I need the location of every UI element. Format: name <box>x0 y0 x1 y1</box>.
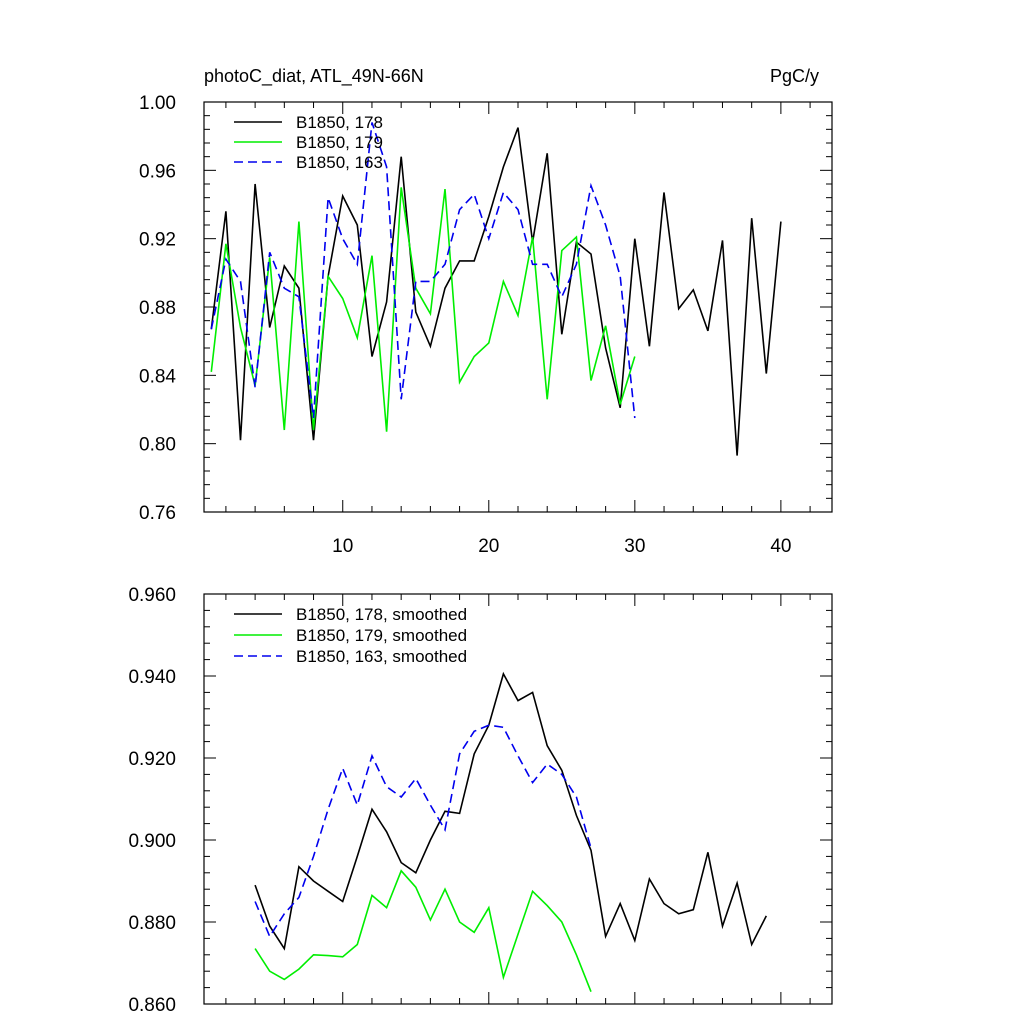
chart-header: photoC_diat, ATL_49N-66N PgC/y <box>204 66 819 87</box>
y-tick-label: 0.80 <box>139 435 176 456</box>
y-tick-label: 0.940 <box>128 667 176 688</box>
series-line-3 <box>210 122 636 419</box>
x-tick-label: 20 <box>478 536 499 557</box>
chart-units-label: PgC/y <box>770 66 819 86</box>
legend-label: B1850, 163 <box>296 153 383 172</box>
y-tick-label: 0.84 <box>139 366 176 387</box>
x-axis: 10 20 30 40 <box>225 102 811 557</box>
series-line-1 <box>210 127 782 456</box>
y-tick-label: 1.00 <box>139 93 176 114</box>
y-axis: 0.860 0.880 0.900 0.920 0.940 0.960 <box>128 585 832 1016</box>
y-tick-label: 0.96 <box>139 161 176 182</box>
x-tick-label: 40 <box>770 536 791 557</box>
y-tick-label: 0.900 <box>128 831 176 852</box>
y-tick-label: 0.92 <box>139 230 176 251</box>
series-line-1 <box>254 671 768 951</box>
legend-label: B1850, 178, smoothed <box>296 605 467 624</box>
y-tick-label: 0.860 <box>128 995 176 1016</box>
x-tick-label: 10 <box>332 536 353 557</box>
y-tick-label: 0.76 <box>139 503 176 524</box>
legend: B1850, 178, smoothed B1850, 179, smoothed… <box>234 605 467 666</box>
y-axis: 0.76 0.80 0.84 0.88 0.92 0.96 1.00 <box>139 93 832 524</box>
y-tick-label: 0.880 <box>128 913 176 934</box>
y-tick-label: 0.960 <box>128 585 176 606</box>
x-tick-label: 30 <box>624 536 645 557</box>
chart-title: photoC_diat, ATL_49N-66N <box>204 66 424 87</box>
legend-label: B1850, 179, smoothed <box>296 626 467 645</box>
y-tick-label: 0.920 <box>128 749 176 770</box>
legend-label: B1850, 163, smoothed <box>296 647 467 666</box>
legend-label: B1850, 178 <box>296 113 383 132</box>
series-line-2 <box>254 869 592 992</box>
x-axis <box>225 594 811 1004</box>
series-line-3 <box>254 724 592 939</box>
top-panel: 10 20 30 40 0.76 0.80 0.84 0.88 0.92 0.96 1.00 B185… <box>139 93 833 557</box>
series-line-2 <box>210 187 636 432</box>
legend-label: B1850, 179 <box>296 133 383 152</box>
bottom-panel: 0.860 0.880 0.900 0.920 0.940 0.960 B1850, 178… <box>128 585 833 1016</box>
y-tick-label: 0.88 <box>139 298 176 319</box>
